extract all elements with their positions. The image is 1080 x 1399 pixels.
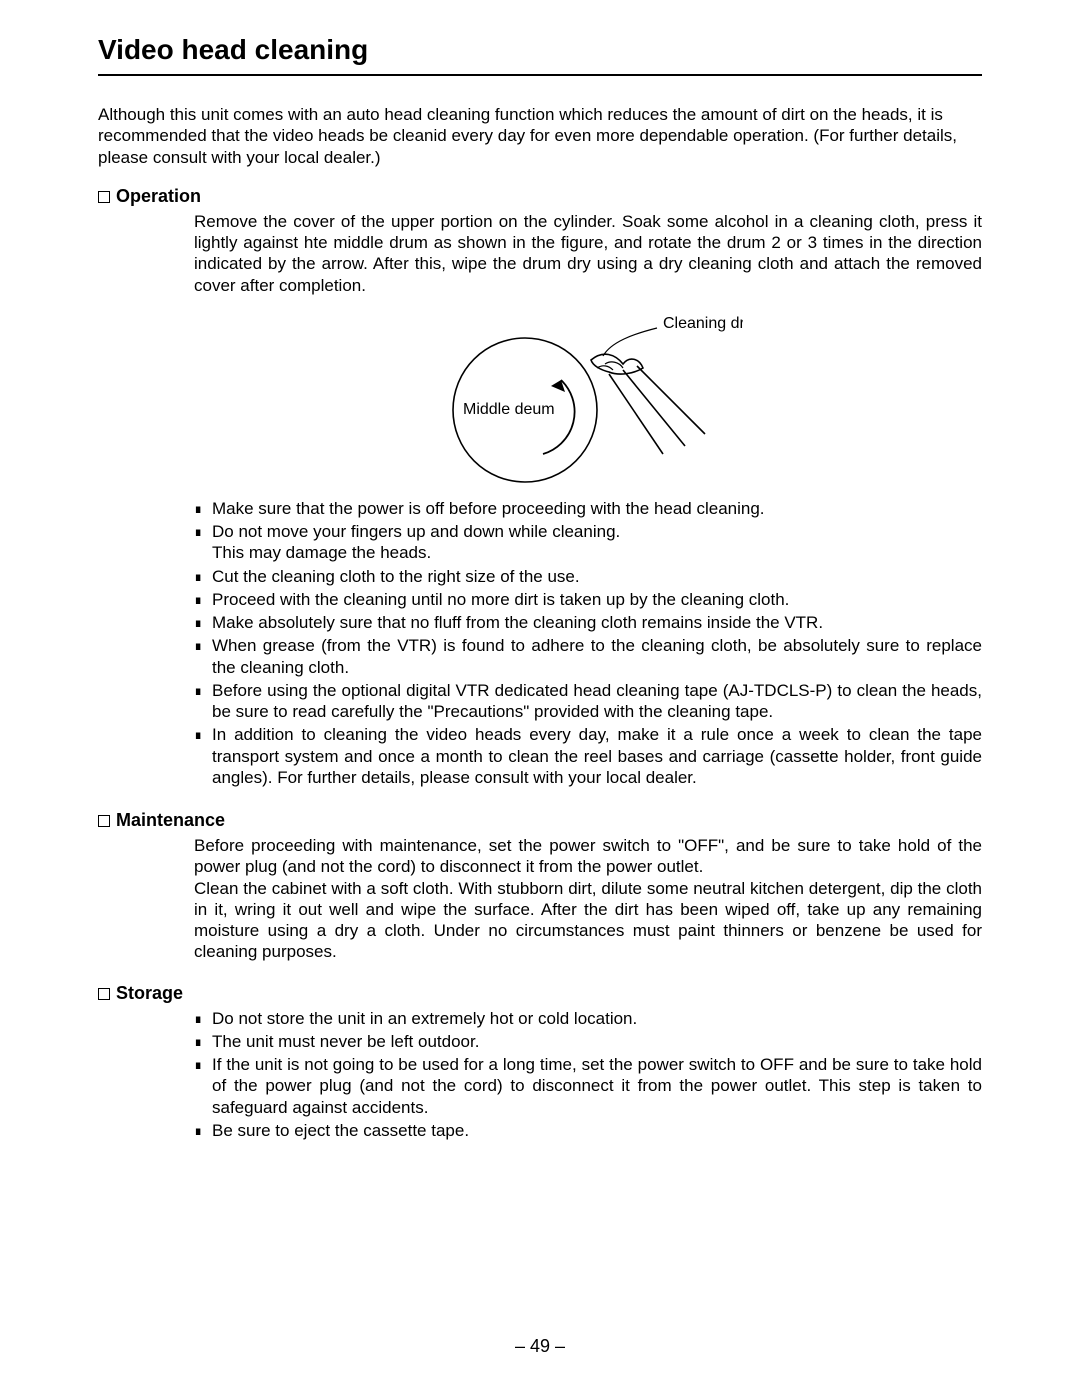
page-title: Video head cleaning xyxy=(98,34,982,76)
checkbox-icon xyxy=(98,191,110,203)
storage-section-heading-row: Storage xyxy=(98,983,982,1004)
operation-bullet-item-text: Cut the cleaning cloth to the right size… xyxy=(212,566,982,587)
operation-heading-text: Operation xyxy=(116,186,201,206)
operation-bullet-item: ∎Cut the cleaning cloth to the right siz… xyxy=(194,566,982,587)
maintenance-section-heading-row: Maintenance xyxy=(98,810,982,831)
storage-bullet-item: ∎Do not store the unit in an extremely h… xyxy=(194,1008,982,1029)
operation-bullet-item-text: Make sure that the power is off before p… xyxy=(212,498,982,519)
storage-bullet-item-text: If the unit is not going to be used for … xyxy=(212,1054,982,1118)
leader-cleaning-drum xyxy=(603,328,657,356)
operation-bullet-item-text: In addition to cleaning the video heads … xyxy=(212,724,982,788)
page-number: – 49 – xyxy=(0,1336,1080,1357)
cleaning-figure: Cleaning drum Middle deum xyxy=(194,314,982,484)
storage-bullets: ∎Do not store the unit in an extremely h… xyxy=(194,1008,982,1142)
bullet-square-icon: ∎ xyxy=(194,589,212,610)
operation-bullet-item: ∎Do not move your fingers up and down wh… xyxy=(194,521,982,564)
storage-heading: Storage xyxy=(98,983,183,1004)
operation-bullets: ∎Make sure that the power is off before … xyxy=(194,498,982,788)
cleaning-figure-svg: Cleaning drum Middle deum xyxy=(433,314,743,484)
checkbox-icon xyxy=(98,988,110,1000)
storage-bullet-item-text: Do not store the unit in an extremely ho… xyxy=(212,1008,982,1029)
storage-bullet-item-text: The unit must never be left outdoor. xyxy=(212,1031,982,1052)
operation-section-heading-row: Operation xyxy=(98,186,982,207)
operation-bullet-item-text: When grease (from the VTR) is found to a… xyxy=(212,635,982,678)
operation-bullet-item-text: Before using the optional digital VTR de… xyxy=(212,680,982,723)
operation-paragraph: Remove the cover of the upper portion on… xyxy=(194,211,982,296)
bullet-square-icon: ∎ xyxy=(194,1054,212,1075)
bullet-square-icon: ∎ xyxy=(194,566,212,587)
label-middle-deum: Middle deum xyxy=(463,401,555,418)
bullet-square-icon: ∎ xyxy=(194,635,212,656)
bullet-square-icon: ∎ xyxy=(194,498,212,519)
storage-body: ∎Do not store the unit in an extremely h… xyxy=(194,1008,982,1142)
bullet-square-icon: ∎ xyxy=(194,612,212,633)
operation-heading: Operation xyxy=(98,186,201,207)
operation-bullet-item: ∎Before using the optional digital VTR d… xyxy=(194,680,982,723)
maintenance-paragraph: Before proceeding with maintenance, set … xyxy=(194,835,982,963)
bullet-square-icon: ∎ xyxy=(194,521,212,542)
operation-bullet-item-text: Make absolutely sure that no fluff from … xyxy=(212,612,982,633)
storage-bullet-item: ∎If the unit is not going to be used for… xyxy=(194,1054,982,1118)
page: Video head cleaning Although this unit c… xyxy=(0,0,1080,1399)
operation-bullet-item: ∎When grease (from the VTR) is found to … xyxy=(194,635,982,678)
bullet-square-icon: ∎ xyxy=(194,724,212,745)
maintenance-body: Before proceeding with maintenance, set … xyxy=(194,835,982,963)
checkbox-icon xyxy=(98,815,110,827)
operation-bullet-item: ∎Proceed with the cleaning until no more… xyxy=(194,589,982,610)
maintenance-heading: Maintenance xyxy=(98,810,225,831)
maintenance-heading-text: Maintenance xyxy=(116,810,225,830)
bullet-square-icon: ∎ xyxy=(194,1031,212,1052)
storage-bullet-item: ∎Be sure to eject the cassette tape. xyxy=(194,1120,982,1141)
operation-bullet-item-text: Do not move your fingers up and down whi… xyxy=(212,521,982,564)
bullet-square-icon: ∎ xyxy=(194,680,212,701)
bullet-square-icon: ∎ xyxy=(194,1120,212,1141)
storage-bullet-item: ∎The unit must never be left outdoor. xyxy=(194,1031,982,1052)
operation-bullet-item-text: Proceed with the cleaning until no more … xyxy=(212,589,982,610)
storage-heading-text: Storage xyxy=(116,983,183,1003)
bullet-square-icon: ∎ xyxy=(194,1008,212,1029)
storage-bullet-item-text: Be sure to eject the cassette tape. xyxy=(212,1120,982,1141)
intro-paragraph: Although this unit comes with an auto he… xyxy=(98,104,982,168)
operation-bullet-item: ∎Make absolutely sure that no fluff from… xyxy=(194,612,982,633)
cleaning-cloth-detail-1 xyxy=(605,362,623,368)
operation-body: Remove the cover of the upper portion on… xyxy=(194,211,982,788)
cleaning-cloth-icon xyxy=(591,354,643,374)
operation-bullet-item: ∎Make sure that the power is off before … xyxy=(194,498,982,519)
label-cleaning-drum: Cleaning drum xyxy=(663,315,743,332)
operation-bullet-item: ∎In addition to cleaning the video heads… xyxy=(194,724,982,788)
